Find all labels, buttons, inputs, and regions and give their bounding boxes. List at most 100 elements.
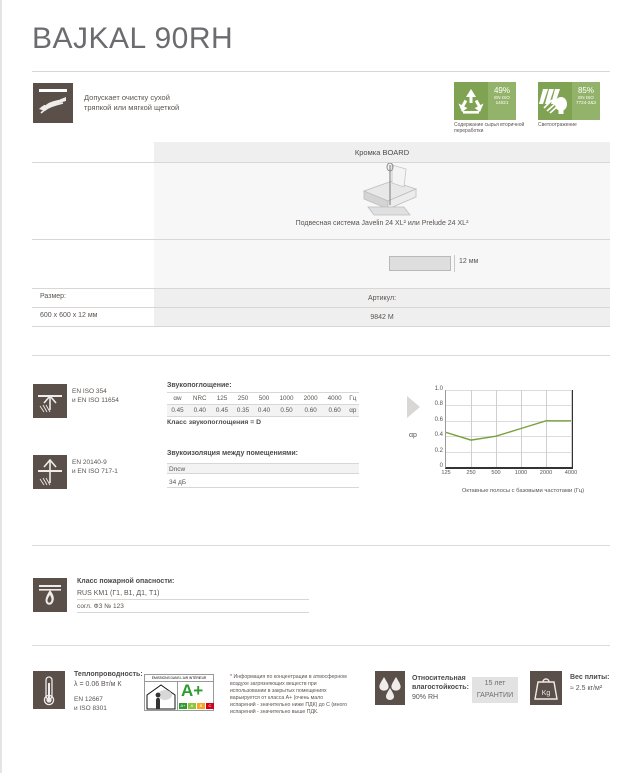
thermal-std-1: EN 12667 <box>74 696 103 703</box>
chart-y-axis-label: αp <box>409 432 417 439</box>
insulation-standards: EN 20140-9 и EN ISO 717-1 <box>72 458 118 476</box>
chart-y-tick: 0.2 <box>434 447 443 454</box>
table-row: 0.45 0.40 0.45 0.35 0.40 0.50 0.60 0.60 … <box>167 404 359 417</box>
weight-kg-icon: Kg <box>530 671 562 705</box>
fire-flame-icon <box>33 578 67 612</box>
chart-y-tick: 0.8 <box>434 401 443 408</box>
chart-x-tick: 4000 <box>564 470 578 476</box>
col-header: 2000 <box>298 392 323 405</box>
cleaning-line-2: тряпкой или мягкой щеткой <box>84 103 180 112</box>
cleaning-line-1: Допускает очистку сухой <box>84 93 170 102</box>
article-label: Артикул: <box>154 289 610 307</box>
divider-bottom <box>32 645 610 646</box>
cleaning-instructions: Допускает очистку сухой тряпкой или мягк… <box>84 93 179 113</box>
absorption-standards: EN ISO 354 и EN ISO 11654 <box>72 387 119 405</box>
suspension-system-caption: Подвесная система Javelin 24 XL² или Pre… <box>295 220 469 227</box>
col-header-unit: Гц <box>346 392 359 405</box>
sound-insulation-icon <box>33 455 67 489</box>
thermometer-icon <box>33 671 65 709</box>
chart-x-tick: 2000 <box>539 470 553 476</box>
table-divider <box>32 162 610 163</box>
chart-x-tick: 125 <box>441 470 451 476</box>
cell-value: 0.60 <box>322 404 347 417</box>
light-reflect-icon <box>538 82 572 120</box>
suspension-system-cell: Подвесная система Javelin 24 XL² или Pre… <box>154 162 610 239</box>
col-header: 250 <box>232 392 254 405</box>
water-drops-icon <box>375 671 405 705</box>
emission-scale: A+ A B C <box>179 703 215 709</box>
badge-recycled-content: 49% EN ISO 14021 Содержание сырья вторич… <box>454 82 534 134</box>
table-header-row: αw NRC 125 250 500 1000 2000 4000 Гц <box>167 392 359 405</box>
badge-light-reflectance: 85% EN ISO 7724-2&3 Светоотражение <box>538 82 618 128</box>
col-header: NRC <box>188 392 212 405</box>
table-divider <box>32 239 610 240</box>
cell-value: 0.45 <box>211 404 233 417</box>
page-title: BAJKAL 90RH <box>32 22 234 55</box>
size-label: Размер: <box>40 293 67 300</box>
weight-title: Вес плиты: <box>570 674 610 681</box>
chart-series-line <box>446 420 571 441</box>
emission-footnote: * Информация по концентрации в атмосферн… <box>230 674 348 715</box>
chart-gridline-horizontal <box>446 405 571 407</box>
chart-gridline-vertical <box>496 390 497 467</box>
table-divider <box>32 307 610 308</box>
weight-value: ≈ 2.5 кг/м² <box>570 685 603 692</box>
cell-value: 0.35 <box>232 404 254 417</box>
badge-standard-line-1: EN ISO <box>578 95 594 100</box>
absorption-std-2: и EN ISO 11654 <box>72 397 119 404</box>
emission-grade-value: A+ <box>181 681 204 700</box>
col-header: αw <box>167 392 189 405</box>
table-divider <box>32 288 610 289</box>
fire-class-title: Класс пожарной опасности: <box>77 578 175 585</box>
suspension-system-icon <box>362 162 418 216</box>
insulation-title: Звукоизоляция между помещениями: <box>167 450 298 457</box>
thermal-std-2: и ISO 8301 <box>74 705 107 712</box>
absorption-std-1: EN ISO 354 <box>72 388 107 395</box>
scale-step-c: C <box>206 703 214 709</box>
thickness-cell: 12 мм <box>154 240 610 288</box>
scale-step-a: A <box>188 703 196 709</box>
sound-absorption-icon <box>33 384 67 418</box>
insulation-field-dncw: Dncw <box>167 463 359 474</box>
chart-x-tick: 250 <box>466 470 476 476</box>
dimension-line <box>454 255 455 272</box>
slab-profile-shape <box>389 256 451 271</box>
thermal-conductivity-value: λ = 0.06 Вт/м К <box>74 681 122 688</box>
col-header: 125 <box>211 392 233 405</box>
chart-gridline-vertical <box>571 390 572 467</box>
scale-step-b: B <box>197 703 205 709</box>
chart-x-tick: 500 <box>491 470 501 476</box>
cell-value: 0.40 <box>188 404 212 417</box>
chart-gridline-vertical <box>471 390 472 467</box>
humidity-title-1: Относительная <box>412 675 466 682</box>
hand-cloth-icon <box>33 83 73 123</box>
humidity-title-2: влагостойкость: <box>412 684 469 691</box>
size-value: 600 x 600 x 12 мм <box>40 312 98 319</box>
absorption-class: Класс звукопоглощения = D <box>167 419 262 426</box>
insulation-std-2: и EN ISO 717-1 <box>72 468 118 475</box>
thermal-conductivity-title: Теплопроводность: <box>74 671 143 678</box>
chart-gridline-horizontal <box>446 420 571 422</box>
badge-caption: Содержание сырья вторичной переработки <box>454 122 525 134</box>
chart-y-tick: 0.4 <box>434 432 443 439</box>
badge-standard-line-2: 7724-2&3 <box>576 100 596 106</box>
warranty-years: 15 лет <box>484 680 506 687</box>
indoor-air-emission-label: ÉMISSIONS DANS L'AIR INTÉRIEUR A+ A+ A B… <box>144 674 214 711</box>
scale-step-aplus: A+ <box>179 703 187 709</box>
fire-class-regulation: согл. ФЗ № 123 <box>77 601 309 613</box>
badge-percent: 85% <box>577 86 594 95</box>
triangle-marker-icon <box>407 396 420 418</box>
svg-text:Kg: Kg <box>542 690 551 697</box>
humidity-value: 90% RH <box>412 694 439 701</box>
table-header-row: Размер: Артикул: <box>32 289 610 307</box>
chart-x-tick: 1000 <box>514 470 528 476</box>
cell-value: 0.40 <box>253 404 275 417</box>
divider-top <box>32 71 610 72</box>
chart-gridline-vertical <box>546 390 547 467</box>
insulation-field-value: 34 дБ <box>167 477 359 488</box>
emission-grade: A+ A+ A B C <box>178 681 215 710</box>
absorption-table: αw NRC 125 250 500 1000 2000 4000 Гц 0.4… <box>167 392 359 417</box>
recycle-icon <box>454 82 488 120</box>
cell-value: 0.45 <box>167 404 189 417</box>
thermal-standards: EN 12667 и ISO 8301 <box>74 695 107 713</box>
